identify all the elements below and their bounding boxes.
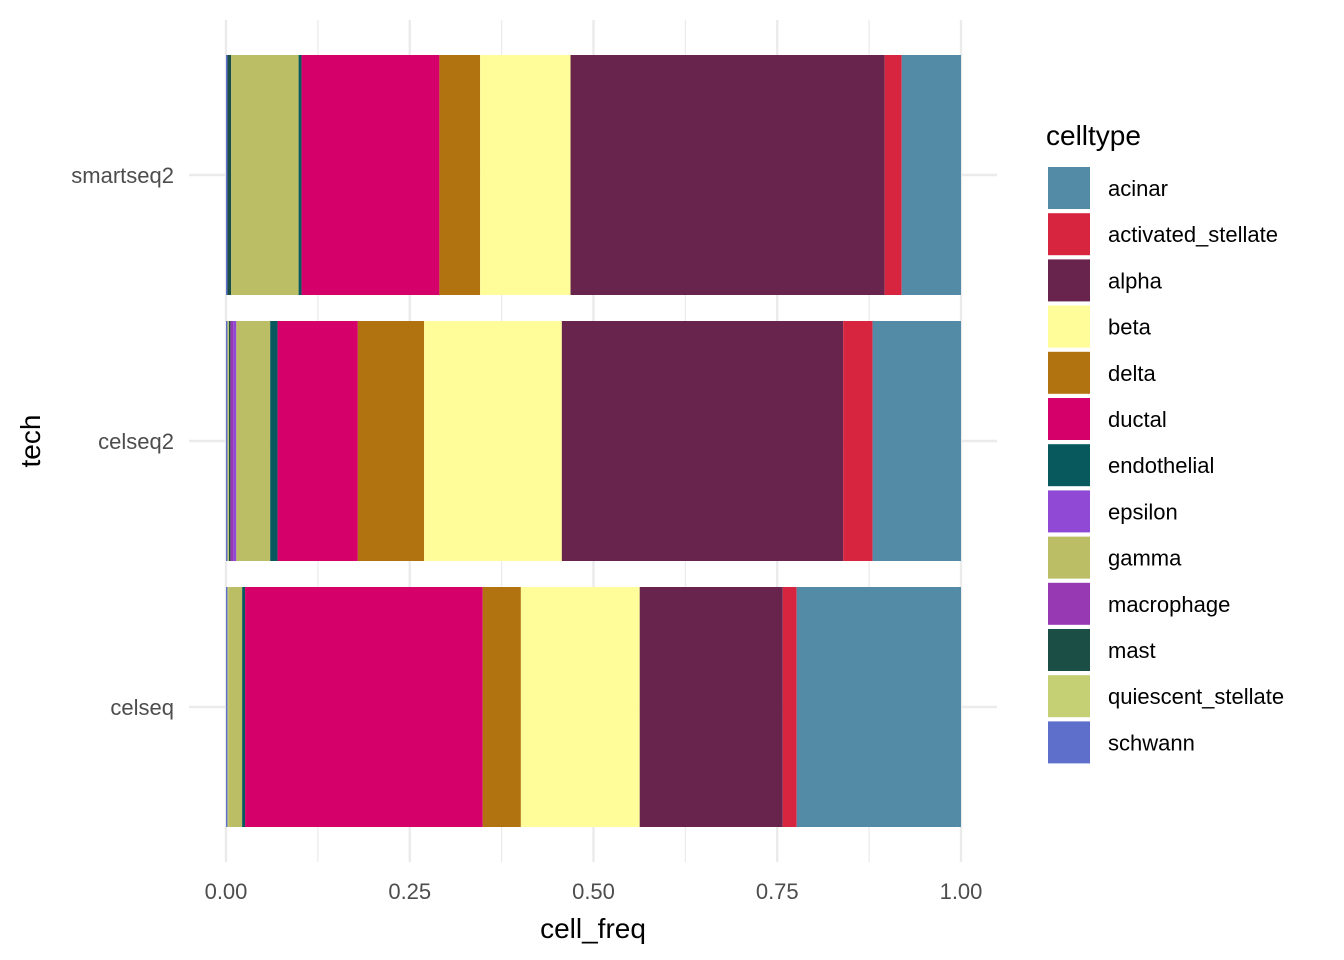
bar-segment-celseq2-macrophage	[230, 321, 233, 561]
bar-segment-smartseq2-delta	[439, 55, 480, 295]
bar-segment-celseq-beta	[521, 587, 640, 827]
legend-swatch-alpha	[1048, 259, 1090, 301]
legend-label-epsilon: epsilon	[1108, 499, 1178, 524]
bar-segment-celseq2-mast	[229, 321, 230, 561]
legend-label-gamma: gamma	[1108, 546, 1182, 571]
x-tick-label: 0.25	[388, 879, 431, 904]
legend-label-alpha: alpha	[1108, 268, 1163, 293]
x-axis-tick-labels: 0.00 0.25 0.50 0.75 1.00	[205, 879, 983, 904]
bar-segment-smartseq2-beta	[480, 55, 570, 295]
bar-segment-celseq-schwann	[226, 587, 227, 827]
legend-label-acinar: acinar	[1108, 176, 1168, 201]
bar-segment-celseq-ductal	[245, 587, 483, 827]
bar-segment-celseq2-alpha	[562, 321, 843, 561]
bar-segment-celseq2-activated_stellate	[843, 321, 872, 561]
bar-segment-celseq2-endothelial	[270, 321, 277, 561]
legend-swatch-schwann	[1048, 721, 1090, 763]
bar-segment-smartseq2-gamma	[231, 55, 298, 295]
y-tick-label: celseq	[110, 695, 174, 720]
bar-segment-celseq-acinar	[797, 587, 961, 827]
legend-swatch-mast	[1048, 629, 1090, 671]
bar-segment-celseq2-beta	[424, 321, 562, 561]
bar-segment-smartseq2-alpha	[571, 55, 885, 295]
bar-segment-celseq2-schwann	[226, 321, 227, 561]
y-axis-tick-labels: smartseq2 celseq2 celseq	[71, 163, 174, 720]
bar-segment-smartseq2-activated_stellate	[885, 55, 902, 295]
legend-label-beta: beta	[1108, 315, 1152, 340]
bar-segment-celseq-alpha	[640, 587, 783, 827]
legend-label-quiescent_stellate: quiescent_stellate	[1108, 684, 1284, 709]
bar-segment-celseq-activated_stellate	[783, 587, 797, 827]
legend-label-macrophage: macrophage	[1108, 592, 1230, 617]
bar-segment-celseq-endothelial	[242, 587, 245, 827]
x-axis-title: cell_freq	[540, 913, 646, 944]
legend-label-activated_stellate: activated_stellate	[1108, 222, 1278, 247]
legend-label-delta: delta	[1108, 361, 1156, 386]
bars	[226, 55, 961, 827]
legend-swatch-beta	[1048, 306, 1090, 348]
x-tick-label: 0.00	[205, 879, 248, 904]
bar-segment-celseq-delta	[483, 587, 521, 827]
legend-swatch-ductal	[1048, 398, 1090, 440]
bar-segment-celseq2-epsilon	[233, 321, 236, 561]
legend-swatch-acinar	[1048, 167, 1090, 209]
bar-segment-celseq-gamma	[228, 587, 242, 827]
y-tick-label: celseq2	[98, 429, 174, 454]
legend-title: celltype	[1046, 120, 1141, 151]
bar-segment-smartseq2-endothelial	[299, 55, 302, 295]
bar-segment-celseq2-ductal	[278, 321, 358, 561]
x-tick-label: 1.00	[940, 879, 983, 904]
legend-swatch-endothelial	[1048, 444, 1090, 486]
bar-segment-smartseq2-ductal	[302, 55, 440, 295]
legend-swatch-quiescent_stellate	[1048, 675, 1090, 717]
legend-swatch-activated_stellate	[1048, 213, 1090, 255]
bar-segment-smartseq2-schwann	[226, 55, 227, 295]
legend-label-endothelial: endothelial	[1108, 453, 1214, 478]
bar-segment-celseq2-delta	[358, 321, 424, 561]
legend-swatch-delta	[1048, 352, 1090, 394]
x-tick-label: 0.75	[756, 879, 799, 904]
bar-segment-celseq2-quiescent_stellate	[227, 321, 228, 561]
legend-label-schwann: schwann	[1108, 730, 1195, 755]
bar-segment-celseq-quiescent_stellate	[227, 587, 228, 827]
legend-label-ductal: ductal	[1108, 407, 1167, 432]
bar-segment-celseq2-acinar	[873, 321, 961, 561]
legend-swatch-gamma	[1048, 537, 1090, 579]
bar-segment-smartseq2-mast	[227, 55, 231, 295]
legend-label-mast: mast	[1108, 638, 1156, 663]
y-tick-label: smartseq2	[71, 163, 174, 188]
legend-swatch-macrophage	[1048, 583, 1090, 625]
y-axis-title: tech	[15, 415, 46, 468]
legend-swatch-epsilon	[1048, 490, 1090, 532]
bar-segment-smartseq2-acinar	[902, 55, 961, 295]
bar-segment-celseq2-gamma	[236, 321, 270, 561]
x-tick-label: 0.50	[572, 879, 615, 904]
